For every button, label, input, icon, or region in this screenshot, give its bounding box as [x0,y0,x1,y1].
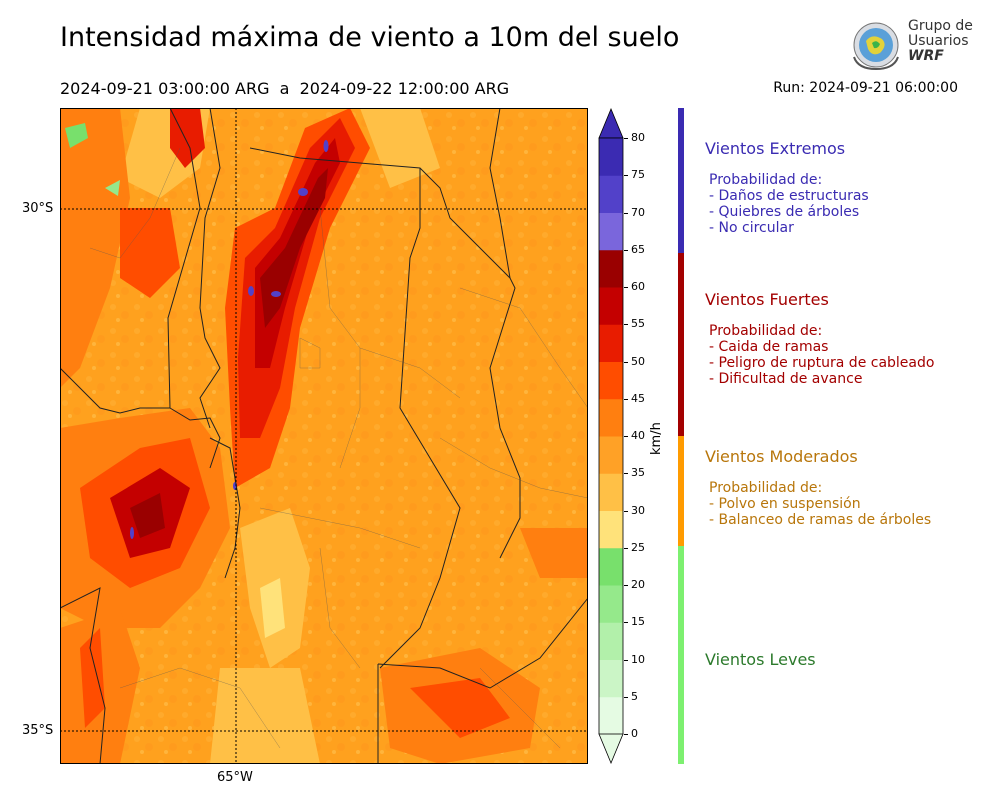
colorbar-tick [624,324,628,326]
colorbar-tick-label: 10 [631,652,645,666]
category-bar-extreme [678,108,684,253]
category-title-strong: Vientos Fuertes [705,290,829,309]
category-bar-light [678,546,684,764]
colorbar-tick [624,510,628,512]
colorbar-tick [624,585,628,586]
desc-line: Probabilidad de: [709,172,823,188]
colorbar-tick-label: 20 [631,578,645,591]
colorbar-segment [599,324,623,362]
map-title: Intensidad máxima de viento a 10m del su… [60,22,680,53]
category-title-light: Vientos Leves [705,650,816,669]
category-desc-strong: Probabilidad de: - Caida de ramas - Peli… [709,323,934,387]
desc-line: - Dificultad de avance [709,371,863,387]
colorbar-segment [599,436,623,474]
colorbar-unit: km/h [649,422,664,455]
desc-line: - Daños de estructuras [709,188,869,204]
lat-label-35s: 35°S [22,723,54,738]
colorbar-tick [624,547,628,549]
category-desc-moderate: Probabilidad de: - Polvo en suspensión -… [709,480,931,528]
globe-logo-icon [853,22,899,71]
colorbar-tick-label: 15 [631,615,645,629]
grupo-usuarios-wrf-logo: Grupo de Usuarios WRF [848,17,973,73]
colorbar-segment [599,361,623,400]
colorbar-segment [599,138,623,176]
wind-intensity-map [60,108,588,764]
colorbar-tick [624,249,628,251]
colorbar-tick [624,696,628,698]
desc-line: - Quiebres de árboles [709,204,860,220]
colorbar-tick-label: 40 [631,429,645,442]
desc-line: - Peligro de ruptura de cableado [709,355,935,371]
desc-line: - No circular [709,220,794,236]
colorbar-segment [599,622,623,660]
colorbar-max-extend [598,108,624,139]
forecast-period: 2024-09-21 03:00:00 ARG a 2024-09-22 12:… [60,79,510,98]
desc-line: - Balanceo de ramas de árboles [709,512,932,528]
lon-label-65w: 65°W [217,770,253,785]
desc-line: Probabilidad de: [709,323,823,339]
desc-line: - Caida de ramas [709,339,829,355]
colorbar-tick-label: 30 [631,503,645,517]
desc-line: - Polvo en suspensión [709,496,861,512]
colorbar-tick [624,734,628,735]
colorbar-segment [599,175,623,213]
colorbar-segment [599,510,623,549]
logo-line1: Grupo de [908,18,973,34]
category-bar-strong [678,253,684,436]
desc-line: Probabilidad de: [709,480,823,496]
colorbar-tick-label: 35 [631,466,645,480]
colorbar-min-extend [598,733,624,764]
category-bar-moderate [678,436,684,546]
colorbar-segment [599,585,623,623]
colorbar-tick [624,138,628,139]
colorbar-segment [599,212,623,251]
colorbar-tick-label: 0 [631,727,638,740]
colorbar-tick-label: 65 [631,242,645,256]
colorbar-tick-label: 45 [631,391,645,405]
colorbar-tick [624,361,628,363]
colorbar-tick-label: 50 [631,354,645,368]
colorbar-tick-label: 25 [631,540,645,554]
colorbar-segment [599,696,623,735]
colorbar-tick [624,287,628,288]
logo-line3: WRF [908,48,944,64]
colorbar-tick [624,398,628,400]
category-title-extreme: Vientos Extremos [705,139,846,158]
colorbar-segment [599,473,623,511]
category-title-moderate: Vientos Moderados [705,447,858,466]
lat-label-30s: 30°S [22,201,54,216]
colorbar-tick-label: 55 [631,317,645,331]
colorbar-tick [624,436,628,437]
run-time: Run: 2024-09-21 06:00:00 [773,80,958,96]
colorbar-tick [624,622,628,624]
category-desc-extreme: Probabilidad de: - Daños de estructuras … [709,172,869,236]
colorbar-tick-label: 80 [631,131,645,144]
colorbar-tick [624,175,628,177]
colorbar-segment [599,659,623,698]
colorbar-tick [624,212,628,214]
colorbar-segment [599,287,623,325]
wind-speed-colorbar [598,108,624,764]
colorbar-tick [624,659,628,661]
colorbar-segment [599,249,623,288]
colorbar-tick-label: 5 [631,689,638,703]
colorbar-tick-label: 75 [631,168,645,182]
colorbar-segment [599,547,623,586]
colorbar-tick-label: 60 [631,280,645,293]
colorbar-segment [599,398,623,437]
colorbar-tick [624,473,628,475]
colorbar-tick-label: 70 [631,205,645,219]
logo-line2: Usuarios [908,33,969,49]
